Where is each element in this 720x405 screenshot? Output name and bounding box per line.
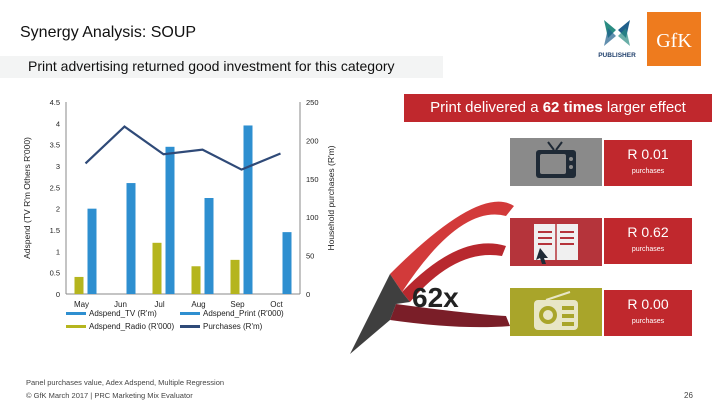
- publisher-logo: PUBLISHER: [594, 16, 640, 64]
- stat-radio: R 0.00 purchases: [604, 290, 692, 336]
- legend-swatch-purchases: [180, 325, 200, 329]
- legend-label-tv: Adspend_TV (R'm): [89, 309, 157, 318]
- x-tick-label: Jul: [154, 300, 164, 309]
- arrow-tv: [390, 201, 514, 292]
- x-tick-label: Oct: [270, 300, 283, 309]
- legend-label-purchases: Purchases (R'm): [203, 322, 263, 331]
- bar-print: [191, 266, 201, 294]
- bar-tv: [126, 183, 136, 294]
- x-tick-label: May: [74, 300, 89, 309]
- x-tick-label: Jun: [114, 300, 127, 309]
- y-tick-label: 3: [56, 162, 60, 171]
- publisher-logo-text: PUBLISHER: [598, 52, 636, 59]
- arrow-hub: [350, 274, 410, 354]
- newspaper-icon: [534, 224, 578, 264]
- bar-tv: [282, 232, 292, 294]
- legend-swatch-print: [180, 312, 200, 316]
- y-tick-label: 4: [56, 119, 60, 128]
- y2-tick-label: 200: [306, 136, 319, 145]
- bar-tv: [165, 146, 175, 294]
- line-purchases: [84, 125, 281, 171]
- stat-print: R 0.62 purchases: [604, 218, 692, 264]
- effect-callout: Print delivered a 62 times larger effect: [404, 94, 712, 122]
- bar-print: [74, 276, 84, 294]
- y-tick-label: 1.5: [50, 226, 60, 235]
- stat-tv-value: R 0.01: [627, 146, 669, 162]
- stat-tv-label: purchases: [631, 168, 665, 175]
- gfk-logo-text: GfK: [656, 30, 692, 52]
- tv-box: [510, 138, 602, 186]
- tv-icon: [536, 141, 576, 178]
- callout-suffix: larger effect: [602, 99, 686, 116]
- legend-label-print: Adspend_Print (R'000): [203, 309, 284, 318]
- y-tick-label: 4.5: [50, 98, 60, 107]
- multiplier-value: 62x: [412, 282, 459, 313]
- y2-tick-label: 250: [306, 98, 319, 107]
- x-tick-label: Sep: [230, 300, 245, 309]
- y2-tick-label: 100: [306, 213, 319, 222]
- subtitle-bar: [0, 56, 443, 78]
- bar-tv: [243, 125, 253, 294]
- x-tick-label: Aug: [191, 300, 205, 309]
- stat-print-label: purchases: [631, 246, 665, 253]
- legend-item-print: Adspend_Print (R'000): [180, 309, 284, 318]
- y-axis-title: Adspend (TV R'm Others R'000): [22, 137, 32, 259]
- legend-item-purchases: Purchases (R'm): [180, 322, 262, 331]
- y2-tick-label: 50: [306, 252, 314, 261]
- y-tick-label: 3.5: [50, 141, 60, 150]
- y2-axis-title: Household purchases (R'm): [326, 145, 336, 250]
- arrow-radio: [390, 304, 510, 328]
- synergy-arrows: [350, 201, 514, 354]
- callout-prefix: Print delivered a: [430, 99, 543, 116]
- radio-box: [510, 288, 602, 336]
- y2-tick-label: 0: [306, 290, 310, 299]
- footnote-source: Panel purchases value, Adex Adspend, Mul…: [26, 378, 225, 387]
- print-box: [510, 218, 602, 266]
- y-tick-label: 0.5: [50, 269, 60, 278]
- legend-label-radio: Adspend_Radio (R'000): [89, 322, 175, 331]
- y-tick-label: 1: [56, 247, 60, 256]
- subtitle: Print advertising returned good investme…: [28, 58, 395, 74]
- gfk-logo: GfK: [647, 12, 701, 66]
- bar-tv: [87, 208, 97, 294]
- legend-swatch-radio: [66, 325, 86, 329]
- y-tick-label: 2.5: [50, 183, 60, 192]
- legend-swatch-tv: [66, 312, 86, 316]
- stat-print-value: R 0.62: [627, 224, 669, 240]
- callout-highlight: 62 times: [542, 99, 603, 116]
- y-tick-label: 0: [56, 290, 60, 299]
- stat-radio-label: purchases: [631, 318, 665, 325]
- page-title: Synergy Analysis: SOUP: [20, 24, 197, 41]
- page-number: 26: [684, 391, 693, 400]
- y2-tick-label: 150: [306, 175, 319, 184]
- bar-print: [230, 259, 240, 294]
- footnote-copyright: © GfK March 2017 | PRC Marketing Mix Eva…: [26, 391, 193, 400]
- bar-print: [152, 242, 162, 294]
- radio-icon: [534, 291, 578, 330]
- y-tick-label: 2: [56, 205, 60, 214]
- stat-tv: R 0.01 purchases: [604, 140, 692, 186]
- arrow-print: [402, 243, 506, 302]
- synergy-chart: 0 0.5 1 1.5 2 2.5 3 3.5 4 4.5 0 50 100 150 200 250 Adspe…: [22, 98, 336, 309]
- bar-tv: [204, 198, 214, 294]
- legend-item-tv: Adspend_TV (R'm): [66, 309, 157, 318]
- legend-item-radio: Adspend_Radio (R'000): [66, 322, 174, 331]
- stat-radio-value: R 0.00: [627, 296, 669, 312]
